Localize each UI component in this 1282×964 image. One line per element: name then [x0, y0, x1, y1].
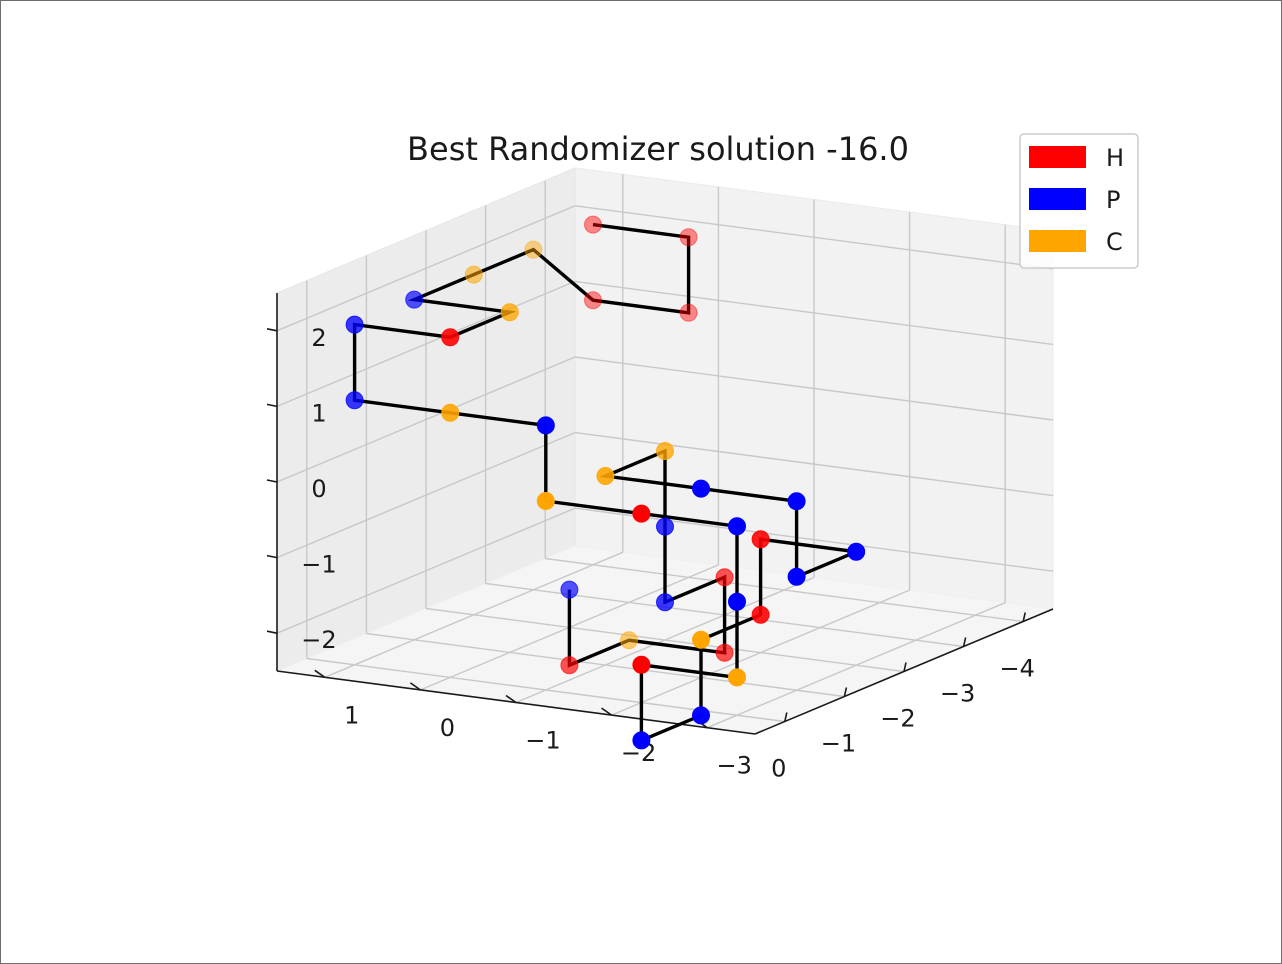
grid-z-right	[276, 507, 576, 634]
point-p	[847, 542, 866, 561]
x-tick-mark	[784, 712, 788, 722]
point-p	[632, 731, 651, 750]
y-tick-label: 0	[440, 714, 455, 742]
point-h	[584, 291, 602, 310]
point-c	[656, 442, 674, 460]
y-tick-mark	[601, 707, 613, 716]
point-c	[596, 467, 615, 485]
z-tick-mark	[266, 630, 278, 634]
x-tick-label: 0	[771, 755, 786, 783]
grid-z-left	[574, 507, 1054, 572]
y-tick-label: −3	[717, 752, 752, 780]
point-c	[620, 631, 638, 650]
point-h	[679, 303, 698, 322]
grid-y-floor	[611, 589, 910, 716]
x-tick-mark	[1022, 612, 1026, 622]
legend-swatch-p	[1029, 188, 1086, 210]
point-c	[536, 492, 555, 510]
x-tick-label: −4	[1000, 655, 1035, 683]
point-p	[728, 592, 746, 611]
z-tick-mark	[266, 554, 278, 559]
legend-label-c: C	[1106, 228, 1123, 256]
grid-z-left	[574, 205, 1054, 270]
point-h	[632, 655, 651, 674]
point-p	[692, 479, 710, 498]
z-tick-mark	[266, 328, 278, 332]
x-tick-mark	[843, 687, 848, 697]
grid-z-right	[276, 205, 576, 332]
z-tick-label: 0	[311, 475, 326, 503]
legend-swatch-c	[1029, 230, 1086, 252]
grid-y-floor	[706, 602, 1006, 729]
point-c	[524, 240, 543, 259]
z-tick-label: 1	[311, 399, 326, 427]
point-h	[560, 656, 579, 675]
point-p	[536, 416, 555, 435]
point-h	[679, 228, 698, 247]
y-tick-label: −1	[525, 727, 560, 755]
point-p	[345, 315, 364, 334]
point-c	[728, 668, 746, 687]
point-h	[715, 568, 734, 587]
point-h	[584, 215, 602, 234]
grid-z-left	[574, 280, 1054, 346]
x-tick-label: −2	[880, 705, 915, 733]
point-h	[751, 605, 770, 624]
y-tick-mark	[314, 669, 326, 678]
point-p	[560, 580, 579, 599]
point-p	[345, 391, 364, 410]
point-p	[787, 492, 806, 511]
point-h	[751, 530, 770, 549]
point-p	[656, 593, 674, 612]
grid-z-left	[574, 431, 1054, 497]
y-tick-mark	[505, 694, 517, 704]
point-p	[692, 706, 710, 725]
z-tick-label: 2	[311, 324, 326, 352]
z-tick-mark	[266, 403, 278, 408]
grid-y-floor	[515, 576, 815, 704]
point-h	[441, 328, 460, 347]
legend-label-h: H	[1106, 144, 1124, 172]
point-c	[441, 403, 460, 422]
grid-z-right	[276, 280, 576, 408]
grid-z-right	[276, 431, 576, 559]
point-p	[728, 517, 746, 536]
point-c	[464, 265, 483, 284]
legend-swatch-h	[1029, 146, 1086, 168]
point-p	[656, 517, 674, 536]
point-h	[632, 504, 651, 523]
x-tick-label: −1	[821, 730, 856, 758]
z-tick-label: −2	[301, 626, 336, 654]
y-tick-label: 1	[344, 701, 359, 729]
x-tick-label: −3	[940, 680, 975, 708]
point-markers	[345, 215, 866, 750]
grid-z-left	[574, 356, 1054, 421]
x-tick-mark	[903, 662, 907, 672]
point-c	[692, 630, 710, 649]
z-tick-mark	[266, 479, 278, 483]
legend: HPC	[1019, 133, 1139, 269]
point-c	[500, 303, 519, 322]
legend-label-p: P	[1106, 186, 1120, 214]
grid-z-right	[276, 356, 576, 483]
grid-y-floor	[324, 551, 624, 678]
chart-title: Best Randomizer solution -16.0	[407, 130, 909, 168]
point-h	[715, 643, 734, 662]
x-tick-mark	[962, 637, 967, 647]
point-p	[405, 290, 424, 309]
y-tick-mark	[409, 682, 421, 691]
z-tick-label: −1	[301, 551, 336, 579]
point-p	[787, 567, 806, 586]
